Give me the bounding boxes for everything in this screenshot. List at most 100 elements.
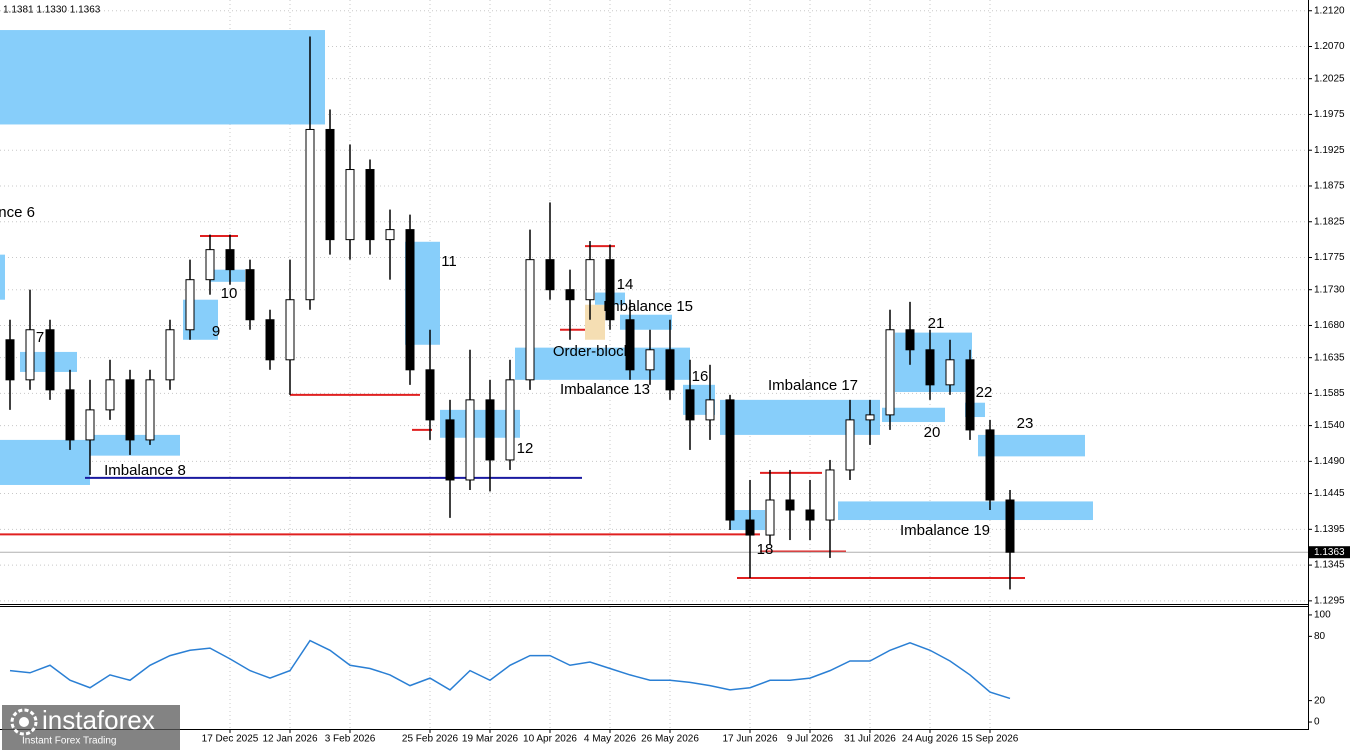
candle-body [245,269,255,321]
zone [515,347,690,380]
candle-body [965,359,975,431]
y-tick-label: 1.2070 [1314,41,1345,52]
candle-body [5,339,15,381]
y-tick-label: 1.1295 [1314,595,1345,606]
x-tick-label: 19 Mar 2026 [462,734,519,745]
x-tick-label: 31 Jul 2026 [844,734,896,745]
current-price-label: 1.1363 [1314,547,1345,558]
x-tick-label: 4 May 2026 [584,734,637,745]
y-tick-label: 1.1680 [1314,320,1345,331]
annotation: 14 [617,276,634,293]
annotation: 23 [1017,415,1034,432]
logo-tagline: Instant Forex Trading [22,736,117,747]
candle-body [925,349,935,386]
y-tick-label: 1.2120 [1314,5,1345,16]
logo: instaforex Instant Forex Trading [2,705,180,750]
candle-body [45,329,55,391]
candle-body [145,379,155,441]
y-tick-label: 1.1445 [1314,488,1345,499]
candle-body [285,299,295,361]
candle-body [385,229,395,241]
candle-body [805,509,815,521]
candle-body [85,409,95,441]
candle-body [565,289,575,301]
x-tick-label: 25 Feb 2026 [402,734,459,745]
level-layer [0,235,1308,579]
x-tick-label: 9 Jul 2026 [787,734,834,745]
annotation: 9 [212,323,220,340]
x-tick-label: 12 Jan 2026 [262,734,317,745]
x-tick-label: 15 Sep 2026 [962,734,1019,745]
candle-body [25,329,35,381]
candle-body [325,128,335,241]
annotation: 21 [928,315,945,332]
zone [978,434,1085,457]
y-tick-label: 1.1585 [1314,388,1345,399]
osc-tick-label: 100 [1314,610,1331,621]
candle-body [665,349,675,391]
candle-body [185,279,195,331]
candle-body [785,499,795,511]
zone [882,407,945,423]
candle-body [865,414,875,421]
x-tick-label: 17 Jun 2026 [722,734,777,745]
candle-body [625,319,635,371]
candle-body [105,379,115,411]
annotation: 12 [517,440,534,457]
candle-body [305,128,315,301]
candle-body [465,399,475,481]
candle-body [605,259,615,321]
candle-body [125,379,135,441]
y-tick-label: 1.1975 [1314,109,1345,120]
osc-tick-label: 20 [1314,695,1326,706]
oscillator-line [9,639,1011,700]
candle-body [905,329,915,351]
zone [210,269,245,282]
y-tick-label: 1.1540 [1314,420,1345,431]
y-tick-label: 1.1490 [1314,456,1345,467]
zone [838,501,1093,521]
candle-body [705,399,715,421]
x-tick-label: 24 Aug 2026 [902,734,959,745]
annotation: Imbalance 13 [560,381,650,398]
y-tick-label: 1.1775 [1314,252,1345,263]
candle-body [845,419,855,471]
x-tick-label: 17 Dec 2025 [202,734,259,745]
annotation: Imbalance 17 [768,377,858,394]
candle-body [745,519,755,536]
logo-icon-core [19,717,29,727]
annotation-layer: Imbalance 6 7 Imbalance 8 9 10 11 12 Order-bloc… [0,204,1033,558]
candle-body [645,349,655,371]
current-price-tag [1309,546,1350,559]
annotation: Imbalance 19 [900,522,990,539]
annotation: 22 [976,384,993,401]
x-tick-label: 10 Apr 2026 [523,734,577,745]
y-tick-label: 1.1730 [1314,284,1345,295]
annotation: 10 [221,285,238,302]
axis-layer: 1.2120 1.2070 1.2025 1.1975 1.1925 1.1875 1.18… [202,5,1350,745]
logo-name: instaforex [42,705,155,735]
zone [90,434,180,456]
candle-body [445,419,455,481]
candle-body [1005,499,1015,553]
candle-body [505,379,515,461]
logo-icon [10,708,38,736]
candle-body [685,389,695,421]
y-tick-label: 1.1345 [1314,560,1345,571]
y-tick-label: 1.1875 [1314,181,1345,192]
y-tick-label: 1.1925 [1314,145,1345,156]
annotation: Imbalance 15 [603,298,693,315]
candle-body [545,259,555,291]
candle-body [725,399,735,521]
candle-body [265,319,275,361]
y-tick-label: 1.1825 [1314,216,1345,227]
annotation: Imbalance 6 [0,204,35,221]
candle-body [885,329,895,416]
candle-body [525,259,535,381]
candle-body [585,259,595,301]
candle-body [205,249,215,281]
candle-body [945,359,955,386]
zone [0,30,325,125]
annotation: Order-block [553,343,632,360]
